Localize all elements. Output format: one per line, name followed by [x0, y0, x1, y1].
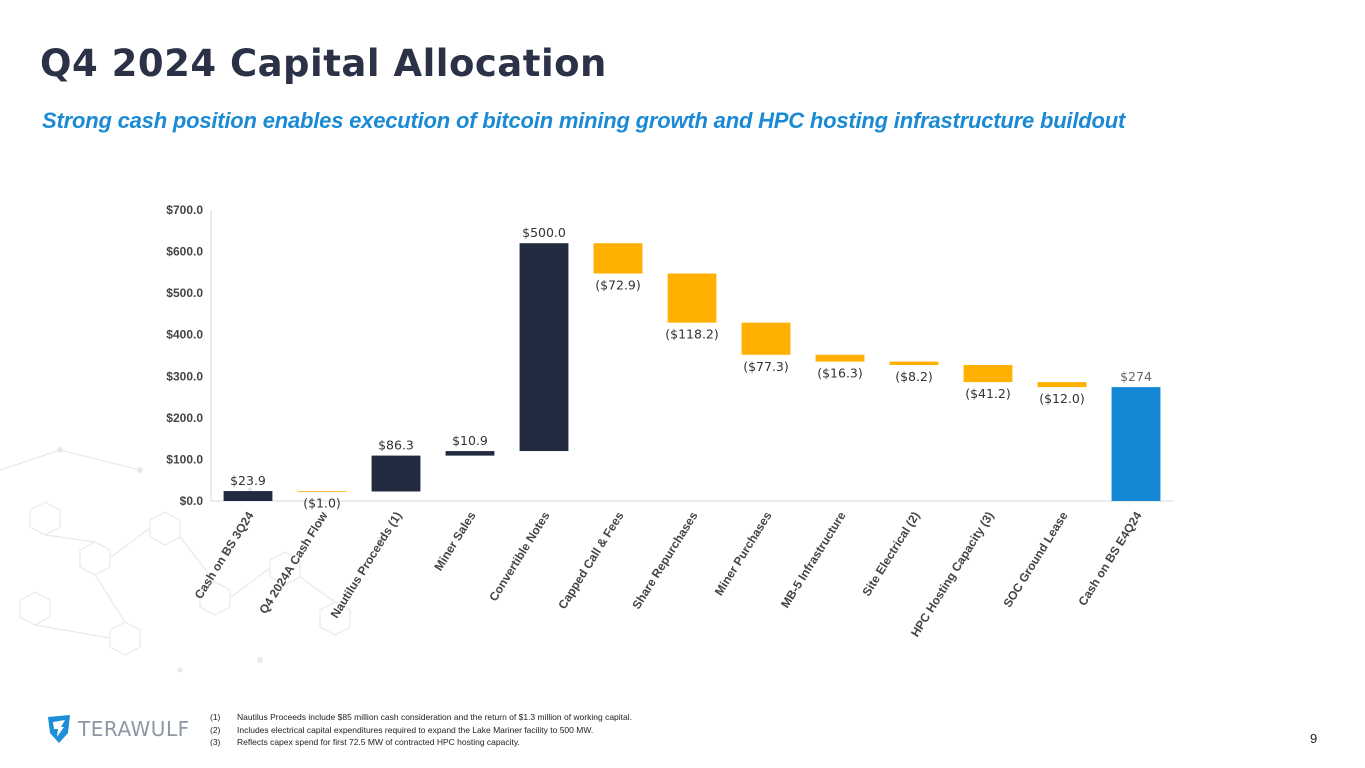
data-label: $500.0	[522, 225, 566, 240]
category-label: Q4 2024A Cash Flow	[256, 509, 331, 617]
terawulf-logo: TERAWULF	[46, 713, 190, 745]
data-label: $274	[1120, 369, 1152, 384]
y-tick-label: $500.0	[166, 286, 203, 300]
category-label: HPC Hosting Capacity (3)	[908, 509, 997, 639]
data-label: ($8.2)	[895, 369, 933, 384]
waterfall-bar	[223, 491, 273, 501]
y-tick-label: $200.0	[166, 411, 203, 425]
waterfall-bar	[963, 364, 1013, 383]
category-label: Cash on BS 3Q24	[192, 509, 257, 602]
footnotes: (1) Nautilus Proceeds include $85 millio…	[210, 711, 632, 749]
waterfall-bar	[519, 243, 569, 452]
data-label: $10.9	[452, 433, 488, 448]
page-subtitle: Strong cash position enables execution o…	[42, 108, 1126, 133]
waterfall-bar	[1111, 387, 1161, 501]
logo-wordmark: TERAWULF	[78, 717, 190, 741]
page-number: 9	[1310, 731, 1318, 746]
data-label: ($118.2)	[665, 327, 719, 342]
category-label: Capped Call & Fees	[555, 509, 626, 612]
waterfall-bar	[667, 273, 717, 323]
y-tick-label: $400.0	[166, 328, 203, 342]
data-label: ($16.3)	[817, 366, 863, 381]
data-label: ($72.9)	[595, 278, 641, 293]
category-label: Convertible Notes	[486, 509, 552, 604]
waterfall-bar	[741, 322, 791, 355]
capital-allocation-waterfall-chart: $0.0 $100.0 $200.0 $300.0 $400.0 $500.0 $600.0…	[166, 203, 1173, 639]
category-label: SOC Ground Lease	[1000, 509, 1070, 610]
data-label: $23.9	[230, 473, 266, 488]
category-label: Site Electrical (2)	[859, 509, 922, 598]
data-label: ($41.2)	[965, 386, 1011, 401]
data-label: ($77.3)	[743, 359, 789, 374]
category-label: Miner Purchases	[712, 509, 775, 598]
category-label: Nautilus Proceeds (1)	[328, 509, 405, 620]
y-tick-label: $300.0	[166, 369, 203, 383]
waterfall-bar	[445, 451, 495, 456]
waterfall-bar	[889, 361, 939, 365]
waterfall-bar	[593, 243, 643, 274]
waterfall-bar	[297, 491, 347, 492]
footnote-3: (3) Reflects capex spend for first 72.5 …	[210, 737, 520, 747]
y-tick-label: $600.0	[166, 245, 203, 259]
y-tick-label: $100.0	[166, 452, 203, 466]
page-title: Q4 2024 Capital Allocation	[40, 42, 607, 85]
category-label: Miner Sales	[431, 509, 478, 573]
data-label: ($1.0)	[303, 495, 341, 510]
y-tick-label: $700.0	[166, 203, 203, 217]
y-tick-label: $0.0	[180, 494, 204, 508]
footnote-1: (1) Nautilus Proceeds include $85 millio…	[210, 712, 632, 722]
waterfall-bar	[1037, 382, 1087, 388]
waterfall-bar	[371, 455, 421, 492]
waterfall-bar	[815, 354, 865, 362]
category-label: MB-5 Infrastructure	[778, 509, 849, 611]
hexagon-network-pattern	[0, 447, 383, 673]
data-label: $86.3	[378, 438, 414, 453]
category-label: Cash on BS E4Q24	[1075, 509, 1144, 608]
footnote-2: (2) Includes electrical capital expendit…	[210, 724, 594, 735]
data-label: ($12.0)	[1039, 391, 1085, 406]
category-label: Share Repurchases	[629, 509, 700, 612]
wolf-shield-icon	[48, 715, 70, 743]
